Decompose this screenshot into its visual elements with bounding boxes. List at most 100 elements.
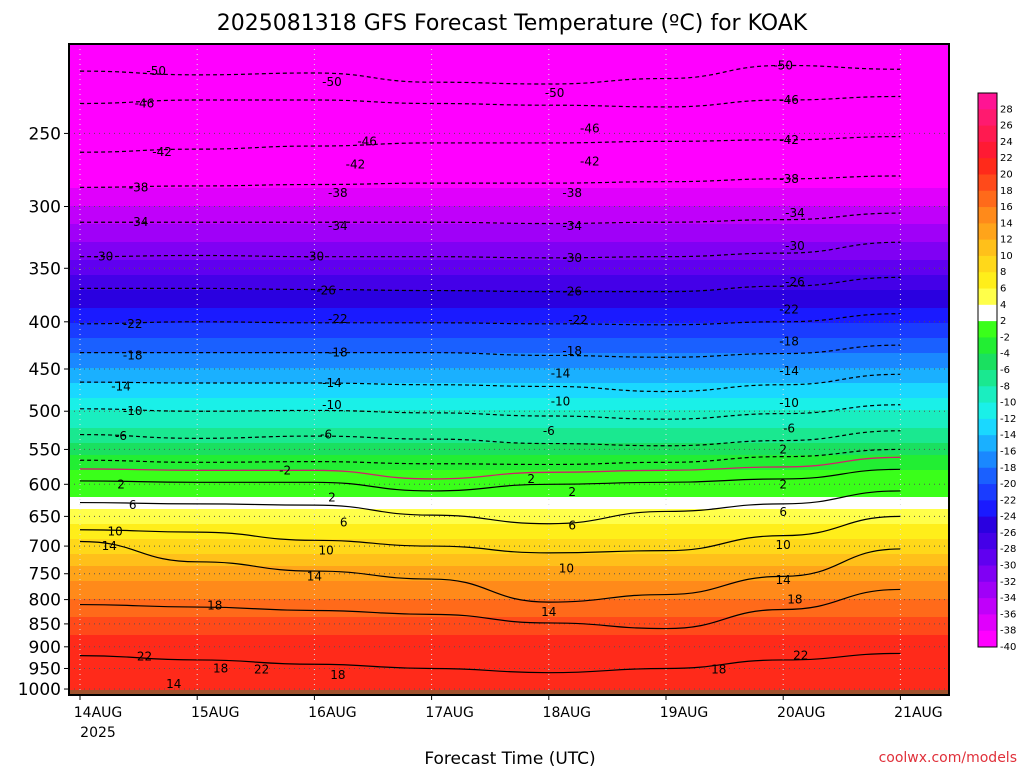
temperature-band (69, 47, 949, 51)
y-tick-label: 1000 (18, 680, 61, 700)
contour-label: 18 (213, 661, 228, 675)
temperature-band (69, 371, 949, 375)
temperature-band (69, 668, 949, 672)
temperature-band (69, 158, 949, 162)
temperature-band (69, 380, 949, 384)
credit-link[interactable]: coolwx.com/models (879, 750, 1017, 766)
contour-label: -18 (779, 334, 799, 348)
contour-label: -6 (320, 428, 332, 442)
temperature-fill (69, 44, 949, 695)
temperature-band (69, 98, 949, 102)
contour-label: -18 (562, 344, 582, 358)
temperature-band (69, 65, 949, 69)
temperature-band (69, 437, 949, 441)
temperature-band (69, 161, 949, 165)
freezing-level-line (79, 456, 901, 480)
colorbar-swatch (978, 304, 997, 322)
contour-label: -46 (357, 134, 377, 148)
contour-label: 14 (307, 569, 322, 583)
contour-line (79, 175, 901, 188)
contour-label: -10 (322, 398, 342, 412)
temperature-band (69, 500, 949, 504)
contour-label: 2 (779, 442, 787, 456)
temperature-band (69, 365, 949, 369)
temperature-band (69, 479, 949, 483)
temperature-band (69, 428, 949, 432)
temperature-band (69, 62, 949, 66)
temperature-band (69, 317, 949, 321)
colorbar-swatch (978, 549, 997, 567)
contour-label: -30 (305, 250, 325, 264)
contour-label: -42 (346, 157, 366, 171)
temperature-band (69, 347, 949, 351)
contour-label: -26 (316, 284, 336, 298)
temperature-band (69, 683, 949, 687)
temperature-band (69, 416, 949, 420)
temperature-band (69, 131, 949, 135)
temperature-band (69, 482, 949, 486)
colorbar-swatch (978, 614, 997, 632)
temperature-band (69, 485, 949, 489)
temperature-band (69, 593, 949, 597)
colorbar-legend: 28 26 24 22 20 18 16 14 12 10 8 6 4 2 -2 -4 -6 -8 -10 -12 -1… (977, 92, 1016, 653)
contour-label: -46 (779, 93, 799, 107)
temperature-band (69, 590, 949, 594)
temperature-band (69, 134, 949, 138)
contour-label: 10 (559, 561, 574, 575)
temperature-band (69, 419, 949, 423)
colorbar-swatch (978, 402, 997, 420)
colorbar-tick-label: -28 (1000, 544, 1016, 555)
temperature-band (69, 575, 949, 579)
temperature-band (69, 113, 949, 117)
contour-label: 18 (787, 593, 802, 607)
contour-label: 6 (129, 498, 137, 512)
contour-label: -42 (580, 154, 600, 168)
colorbar-tick-label: 28 (1000, 104, 1013, 115)
contour-line (79, 652, 901, 674)
contour-label: -22 (328, 312, 348, 326)
temperature-band (69, 509, 949, 513)
temperature-band (69, 506, 949, 510)
temperature-band (69, 563, 949, 567)
temperature-band (69, 623, 949, 627)
temperature-band (69, 53, 949, 57)
contour-label: -42 (152, 145, 172, 159)
colorbar-tick-label: -16 (1000, 446, 1016, 457)
temperature-band (69, 557, 949, 561)
x-tick-label: 16AUG (308, 705, 357, 721)
y-tick-label: 450 (29, 360, 61, 380)
temperature-band (69, 611, 949, 615)
temperature-band (69, 413, 949, 417)
temperature-band (69, 143, 949, 147)
contour-line (79, 588, 901, 630)
colorbar-tick-label: -14 (1000, 430, 1016, 441)
colorbar-swatch (978, 386, 997, 404)
colorbar-swatch (978, 370, 997, 387)
temperature-band (69, 200, 949, 204)
colorbar-swatch (978, 174, 997, 192)
temperature-band (69, 359, 949, 363)
temperature-band (69, 149, 949, 153)
temperature-band (69, 587, 949, 591)
temperature-band (69, 242, 949, 246)
temperature-band (69, 404, 949, 408)
temperature-band (69, 491, 949, 495)
y-tick-label: 800 (29, 591, 61, 611)
temperature-band (69, 203, 949, 207)
colorbar-swatch (978, 598, 997, 615)
temperature-band (69, 512, 949, 516)
contour-line (79, 313, 901, 326)
temperature-band (69, 665, 949, 669)
temperature-band (69, 239, 949, 243)
temperature-band (69, 248, 949, 252)
temperature-band (69, 398, 949, 402)
ground-surface (69, 690, 949, 695)
temperature-band (69, 245, 949, 249)
temperature-band (69, 620, 949, 624)
colorbar-swatch (978, 451, 997, 469)
temperature-band (69, 137, 949, 141)
temperature-band (69, 383, 949, 387)
colorbar-tick-label: -34 (1000, 593, 1016, 604)
